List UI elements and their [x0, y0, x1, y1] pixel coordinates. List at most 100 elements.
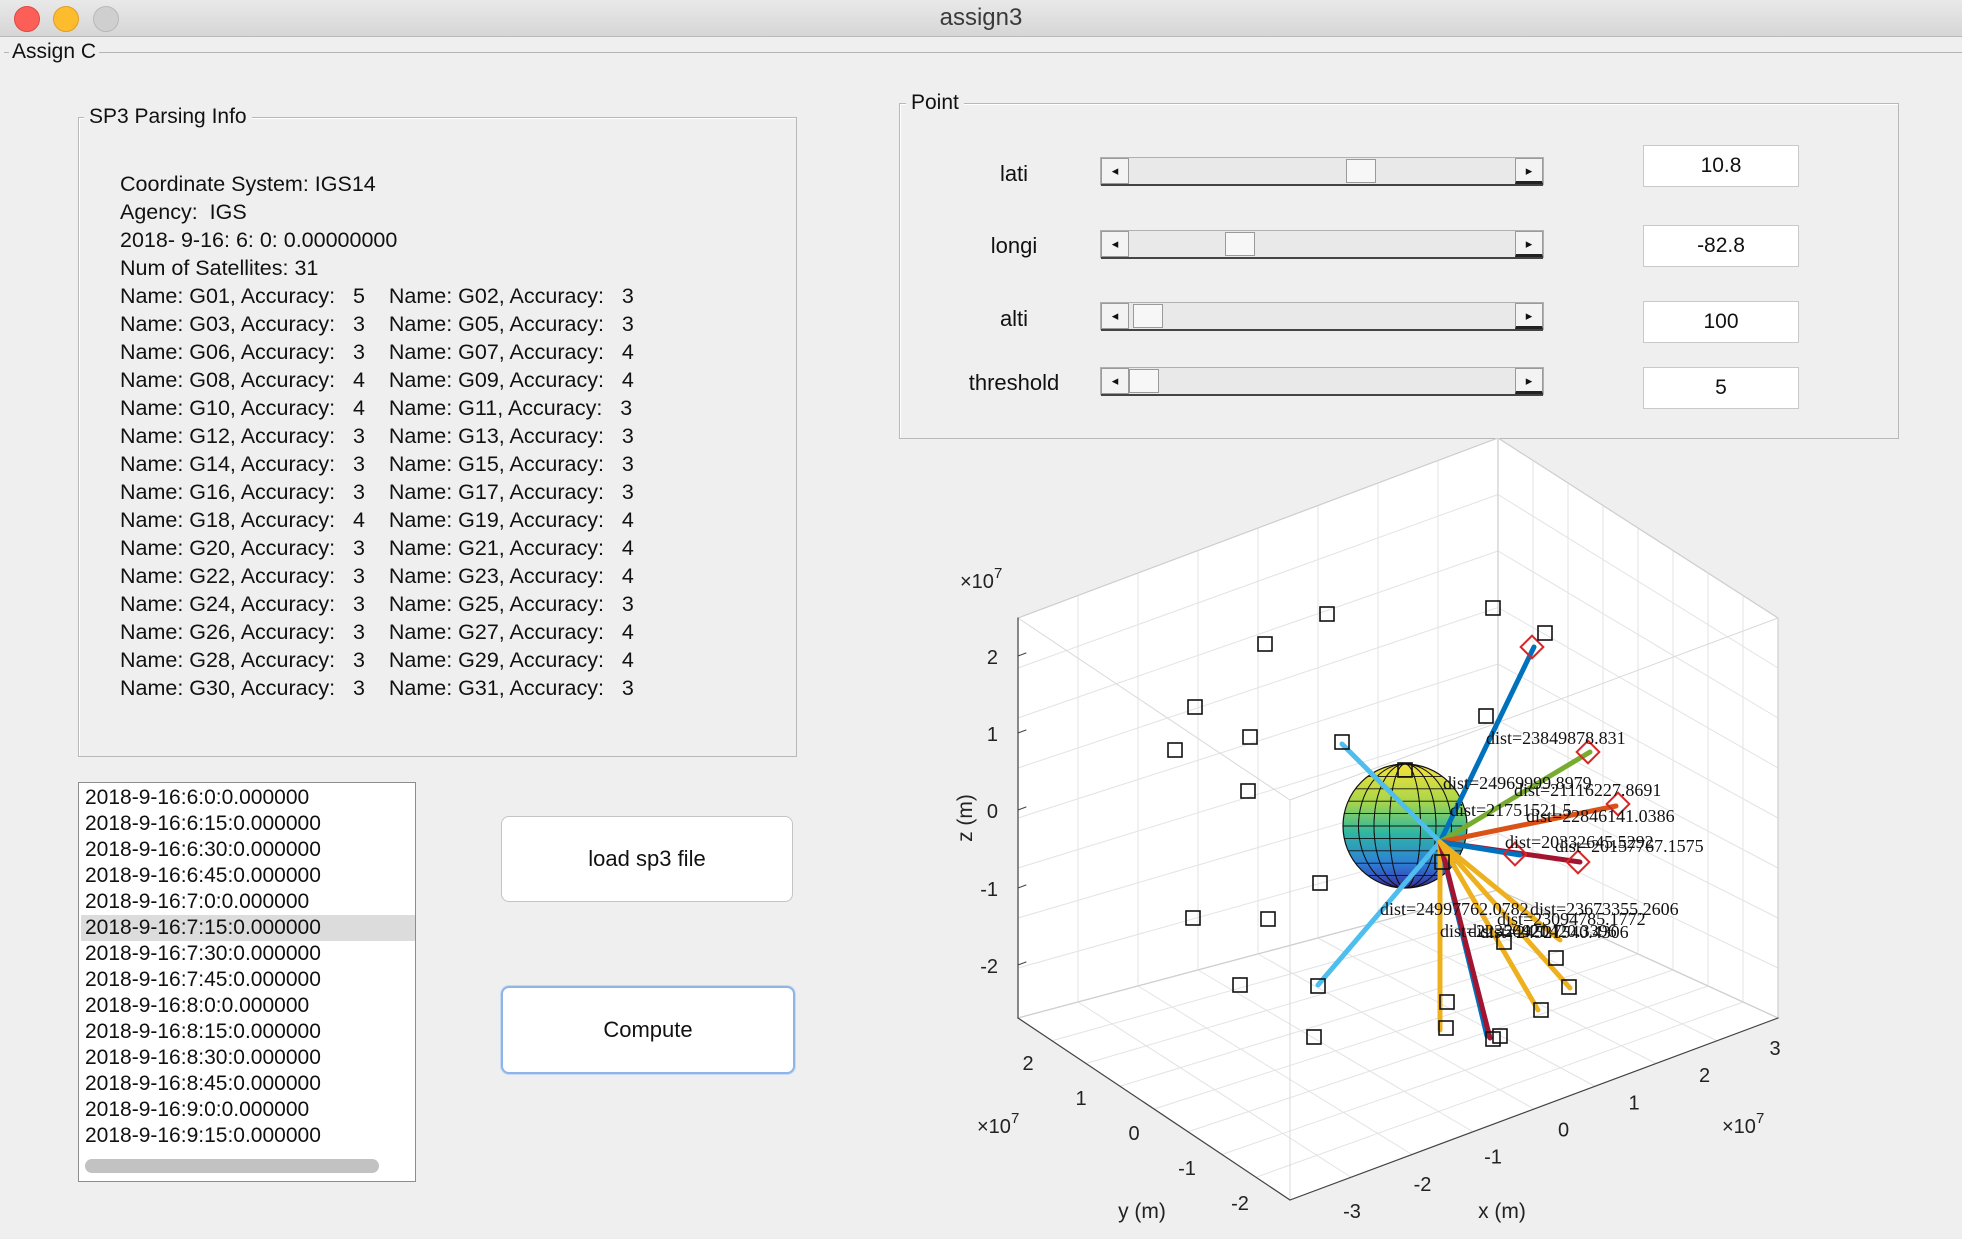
satellite-line — [1437, 839, 1563, 943]
y-axis-label: y (m) — [1118, 1200, 1166, 1223]
epoch-list-item[interactable]: 2018-9-16:6:45:0.000000 — [85, 864, 321, 887]
assign-c-panel-title: Assign C — [9, 40, 100, 64]
alti-slider[interactable]: ◂ ▸ — [1100, 302, 1544, 331]
plot-box-edge — [1017, 889, 1499, 1019]
earth-longitude-line — [1358, 763, 1452, 889]
satellite-marker — [1257, 636, 1273, 652]
epoch-list-item[interactable]: 2018-9-16:7:45:0.000000 — [85, 968, 321, 991]
distance-label: dist=23094785.1772 — [1497, 909, 1646, 929]
close-window-button[interactable] — [14, 6, 40, 32]
epoch-list-item[interactable]: 2018-9-16:7:30:0.000000 — [85, 942, 321, 965]
satellite-marker — [1319, 606, 1335, 622]
sp3-info-line: 2018- 9-16: 6: 0: 0.00000000 — [120, 228, 398, 252]
epoch-list-item[interactable]: 2018-9-16:6:0:0.000000 — [85, 786, 310, 809]
z-tick-label: 2 — [987, 647, 998, 669]
sp3-info-title: SP3 Parsing Info — [84, 105, 252, 129]
threshold-decrement-arrow-icon[interactable]: ◂ — [1101, 368, 1129, 394]
satellite-marker — [1434, 854, 1450, 870]
y-tick-label: -2 — [1231, 1193, 1249, 1215]
threshold-slider-thumb[interactable] — [1129, 369, 1159, 393]
gridline — [1153, 953, 1639, 1110]
epoch-list-item[interactable]: 2018-9-16:8:0:0.000000 — [85, 994, 310, 1017]
sp3-info-line: Name: G14, Accuracy: 3 Name: G15, Accura… — [120, 452, 634, 476]
longi-increment-arrow-icon[interactable]: ▸ — [1515, 231, 1543, 257]
minimize-window-button[interactable] — [53, 6, 79, 32]
epoch-list-item[interactable]: 2018-9-16:7:0:0.000000 — [85, 890, 310, 913]
visible-satellite-marker — [1519, 634, 1545, 660]
satellite-marker — [1496, 934, 1512, 950]
sp3-info-line: Name: G20, Accuracy: 3 Name: G21, Accura… — [120, 536, 634, 560]
point-panel — [899, 103, 1899, 439]
sp3-info-line: Name: G26, Accuracy: 3 Name: G27, Accura… — [120, 620, 634, 644]
threshold-label: threshold — [968, 370, 1060, 395]
sp3-info-panel — [78, 117, 797, 757]
epoch-list-item[interactable]: 2018-9-16:8:30:0.000000 — [85, 1046, 321, 1069]
sp3-info-line: Name: G22, Accuracy: 3 Name: G23, Accura… — [120, 564, 634, 588]
longi-slider-thumb[interactable] — [1225, 232, 1256, 256]
x-exponent-label: ×107 — [1722, 1110, 1764, 1138]
z-tick-label: 1 — [987, 724, 998, 746]
alti-edit-field[interactable]: 100 — [1643, 301, 1799, 343]
threshold-increment-arrow-icon[interactable]: ▸ — [1515, 368, 1543, 394]
epoch-list-item[interactable]: 2018-9-16:7:15:0.000000 — [81, 915, 415, 941]
alti-decrement-arrow-icon[interactable]: ◂ — [1101, 303, 1129, 329]
epoch-listbox[interactable]: 2018-9-16:9:15:0.000000 2018-9-16:9:0:0.0… — [78, 782, 416, 1182]
epoch-list-item[interactable]: 2018-9-16:8:15:0.000000 — [85, 1020, 321, 1043]
distance-label: dist=23673355.2606 — [1530, 899, 1679, 919]
gridline — [1437, 905, 1718, 1042]
longi-decrement-arrow-icon[interactable]: ◂ — [1101, 231, 1129, 257]
longi-slider[interactable]: ◂ ▸ — [1100, 230, 1544, 259]
z-tick-mark — [1017, 884, 1027, 889]
sp3-info-line: Num of Satellites: 31 — [120, 256, 319, 280]
x-tick-label: -3 — [1343, 1201, 1361, 1223]
longi-slider-track-edge — [1101, 257, 1543, 259]
satellite-marker — [1537, 625, 1553, 641]
sp3-info-line: Name: G10, Accuracy: 4 Name: G11, Accura… — [120, 396, 633, 420]
z-tick-label: -2 — [980, 956, 998, 978]
lati-increment-arrow-icon[interactable]: ▸ — [1515, 158, 1543, 184]
sp3-info-line: Name: G28, Accuracy: 3 Name: G29, Accura… — [120, 648, 634, 672]
plot-box-edge — [1017, 438, 1499, 619]
listbox-horizontal-scrollbar[interactable] — [85, 1159, 379, 1173]
plot-box-edge — [1497, 438, 1779, 619]
epoch-list-item[interactable]: 2018-9-16:9:0:0.000000 — [85, 1098, 310, 1121]
compute-button[interactable]: Compute — [501, 986, 795, 1074]
lati-edit-field[interactable]: 10.8 — [1643, 145, 1799, 187]
alti-slider-thumb[interactable] — [1132, 304, 1163, 328]
visible-satellite-marker — [1502, 841, 1528, 867]
satellite-marker — [1260, 911, 1276, 927]
epoch-list-item[interactable]: 2018-9-16:9:15:0.000000 — [85, 1124, 321, 1147]
lati-slider-thumb[interactable] — [1346, 159, 1377, 183]
epoch-list-item[interactable]: 2018-9-16:6:15:0.000000 — [85, 812, 321, 835]
sp3-info-line: Coordinate System: IGS14 — [120, 172, 376, 196]
lati-label: lati — [999, 161, 1029, 186]
alti-increment-arrow-icon[interactable]: ▸ — [1515, 303, 1543, 329]
visible-satellite-marker — [1565, 849, 1591, 875]
lati-slider-track-edge — [1101, 184, 1543, 186]
lati-slider[interactable]: ◂ ▸ — [1100, 157, 1544, 186]
window-title: assign3 — [939, 4, 1023, 31]
threshold-edit-field[interactable]: 5 — [1643, 367, 1799, 409]
x-tick-label: -1 — [1484, 1147, 1502, 1169]
load-sp3-button[interactable]: load sp3 file — [501, 816, 793, 902]
x-tick-label: -2 — [1414, 1174, 1432, 1196]
x-tick-label: 2 — [1699, 1065, 1710, 1087]
gridline — [1187, 969, 1674, 1133]
sp3-info-line: Name: G06, Accuracy: 3 Name: G07, Accura… — [120, 340, 634, 364]
satellite-line — [1437, 749, 1593, 845]
z-axis-label: z (m) — [954, 794, 977, 842]
epoch-list-item[interactable]: 2018-9-16:6:30:0.000000 — [85, 838, 321, 861]
x-tick-label: 0 — [1558, 1120, 1569, 1142]
satellite-marker — [1533, 1002, 1549, 1018]
lati-decrement-arrow-icon[interactable]: ◂ — [1101, 158, 1129, 184]
epoch-list-item[interactable]: 2018-9-16:8:45:0.000000 — [85, 1072, 321, 1095]
sp3-info-line: Agency: IGS — [120, 200, 247, 224]
threshold-slider[interactable]: ◂ ▸ — [1100, 367, 1544, 396]
zoom-window-button[interactable] — [93, 6, 119, 32]
gridline — [1317, 937, 1596, 1087]
distance-label: dist=20332645.5292 — [1505, 832, 1654, 852]
longi-edit-field[interactable]: -82.8 — [1643, 225, 1799, 267]
plot-axis-line — [1017, 1017, 1291, 1201]
satellite-3d-plot[interactable]: 2 1 0 -1 -2 -3 -2 -1 0 1 2 3 -2 -1 0 1 2 ×107 ×107 ×107 z (m… — [930, 438, 1930, 1238]
distance-label: dist=21751521.5 — [1450, 800, 1572, 820]
